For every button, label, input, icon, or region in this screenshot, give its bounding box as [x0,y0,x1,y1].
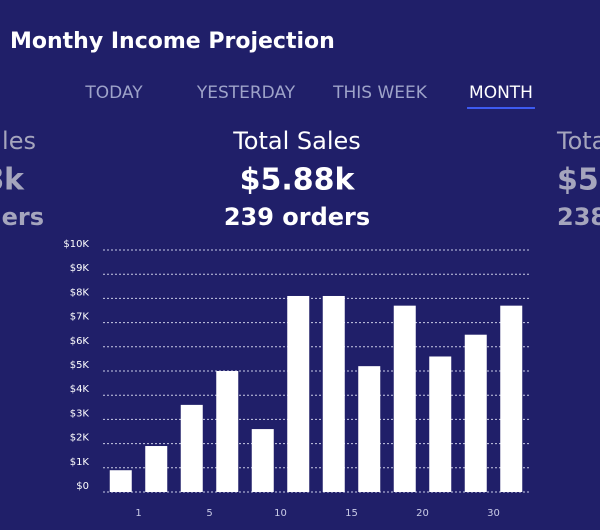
bar [358,366,381,492]
tab[interactable]: TODAY [84,83,143,103]
card-amount: $5.88k [240,163,356,198]
x-tick-label: 20 [416,508,429,519]
bar [464,334,487,492]
y-tick-label: $1K [70,457,90,468]
card-orders: 239 orders [0,203,44,231]
tab[interactable]: THIS WEEK [332,83,428,103]
y-tick-label: $0 [76,481,89,492]
bar [500,305,523,492]
tab[interactable]: YESTERDAY [196,83,296,103]
page-title: Monthy Income Projection [10,29,335,54]
bar [251,429,274,492]
bar [429,356,452,492]
tab[interactable]: MONTH [469,83,533,103]
x-tick-label: 30 [487,508,500,519]
x-tick-label: 5 [206,508,212,519]
y-tick-label: $5K [70,360,90,371]
y-tick-label: $3K [70,408,90,419]
x-tick-label: 10 [274,508,287,519]
y-tick-label: $7K [70,312,90,323]
y-tick-label: $9K [70,263,90,274]
tab-indicator [467,107,535,109]
card-title: Total Sales [232,127,361,155]
card-orders: 239 orders [224,203,370,231]
y-tick-label: $10K [63,239,89,250]
bar [322,295,345,492]
bar [180,404,203,492]
bar [216,371,239,492]
y-tick-label: $6K [70,336,90,347]
card-title: Total Sales [0,127,36,155]
bar [287,295,310,492]
bar [109,470,132,492]
card-amount: $5.88k [0,163,25,198]
y-tick-label: $2K [70,433,90,444]
y-tick-label: $4K [70,384,90,395]
card-orders: 238 orders [557,203,600,231]
x-tick-label: 15 [345,508,358,519]
card-title: Total Sales [556,127,600,155]
bar [145,446,168,492]
x-tick-label: 1 [135,508,141,519]
y-tick-label: $8K [70,287,90,298]
card-amount: $5.88k [557,163,600,198]
bar [393,305,416,492]
